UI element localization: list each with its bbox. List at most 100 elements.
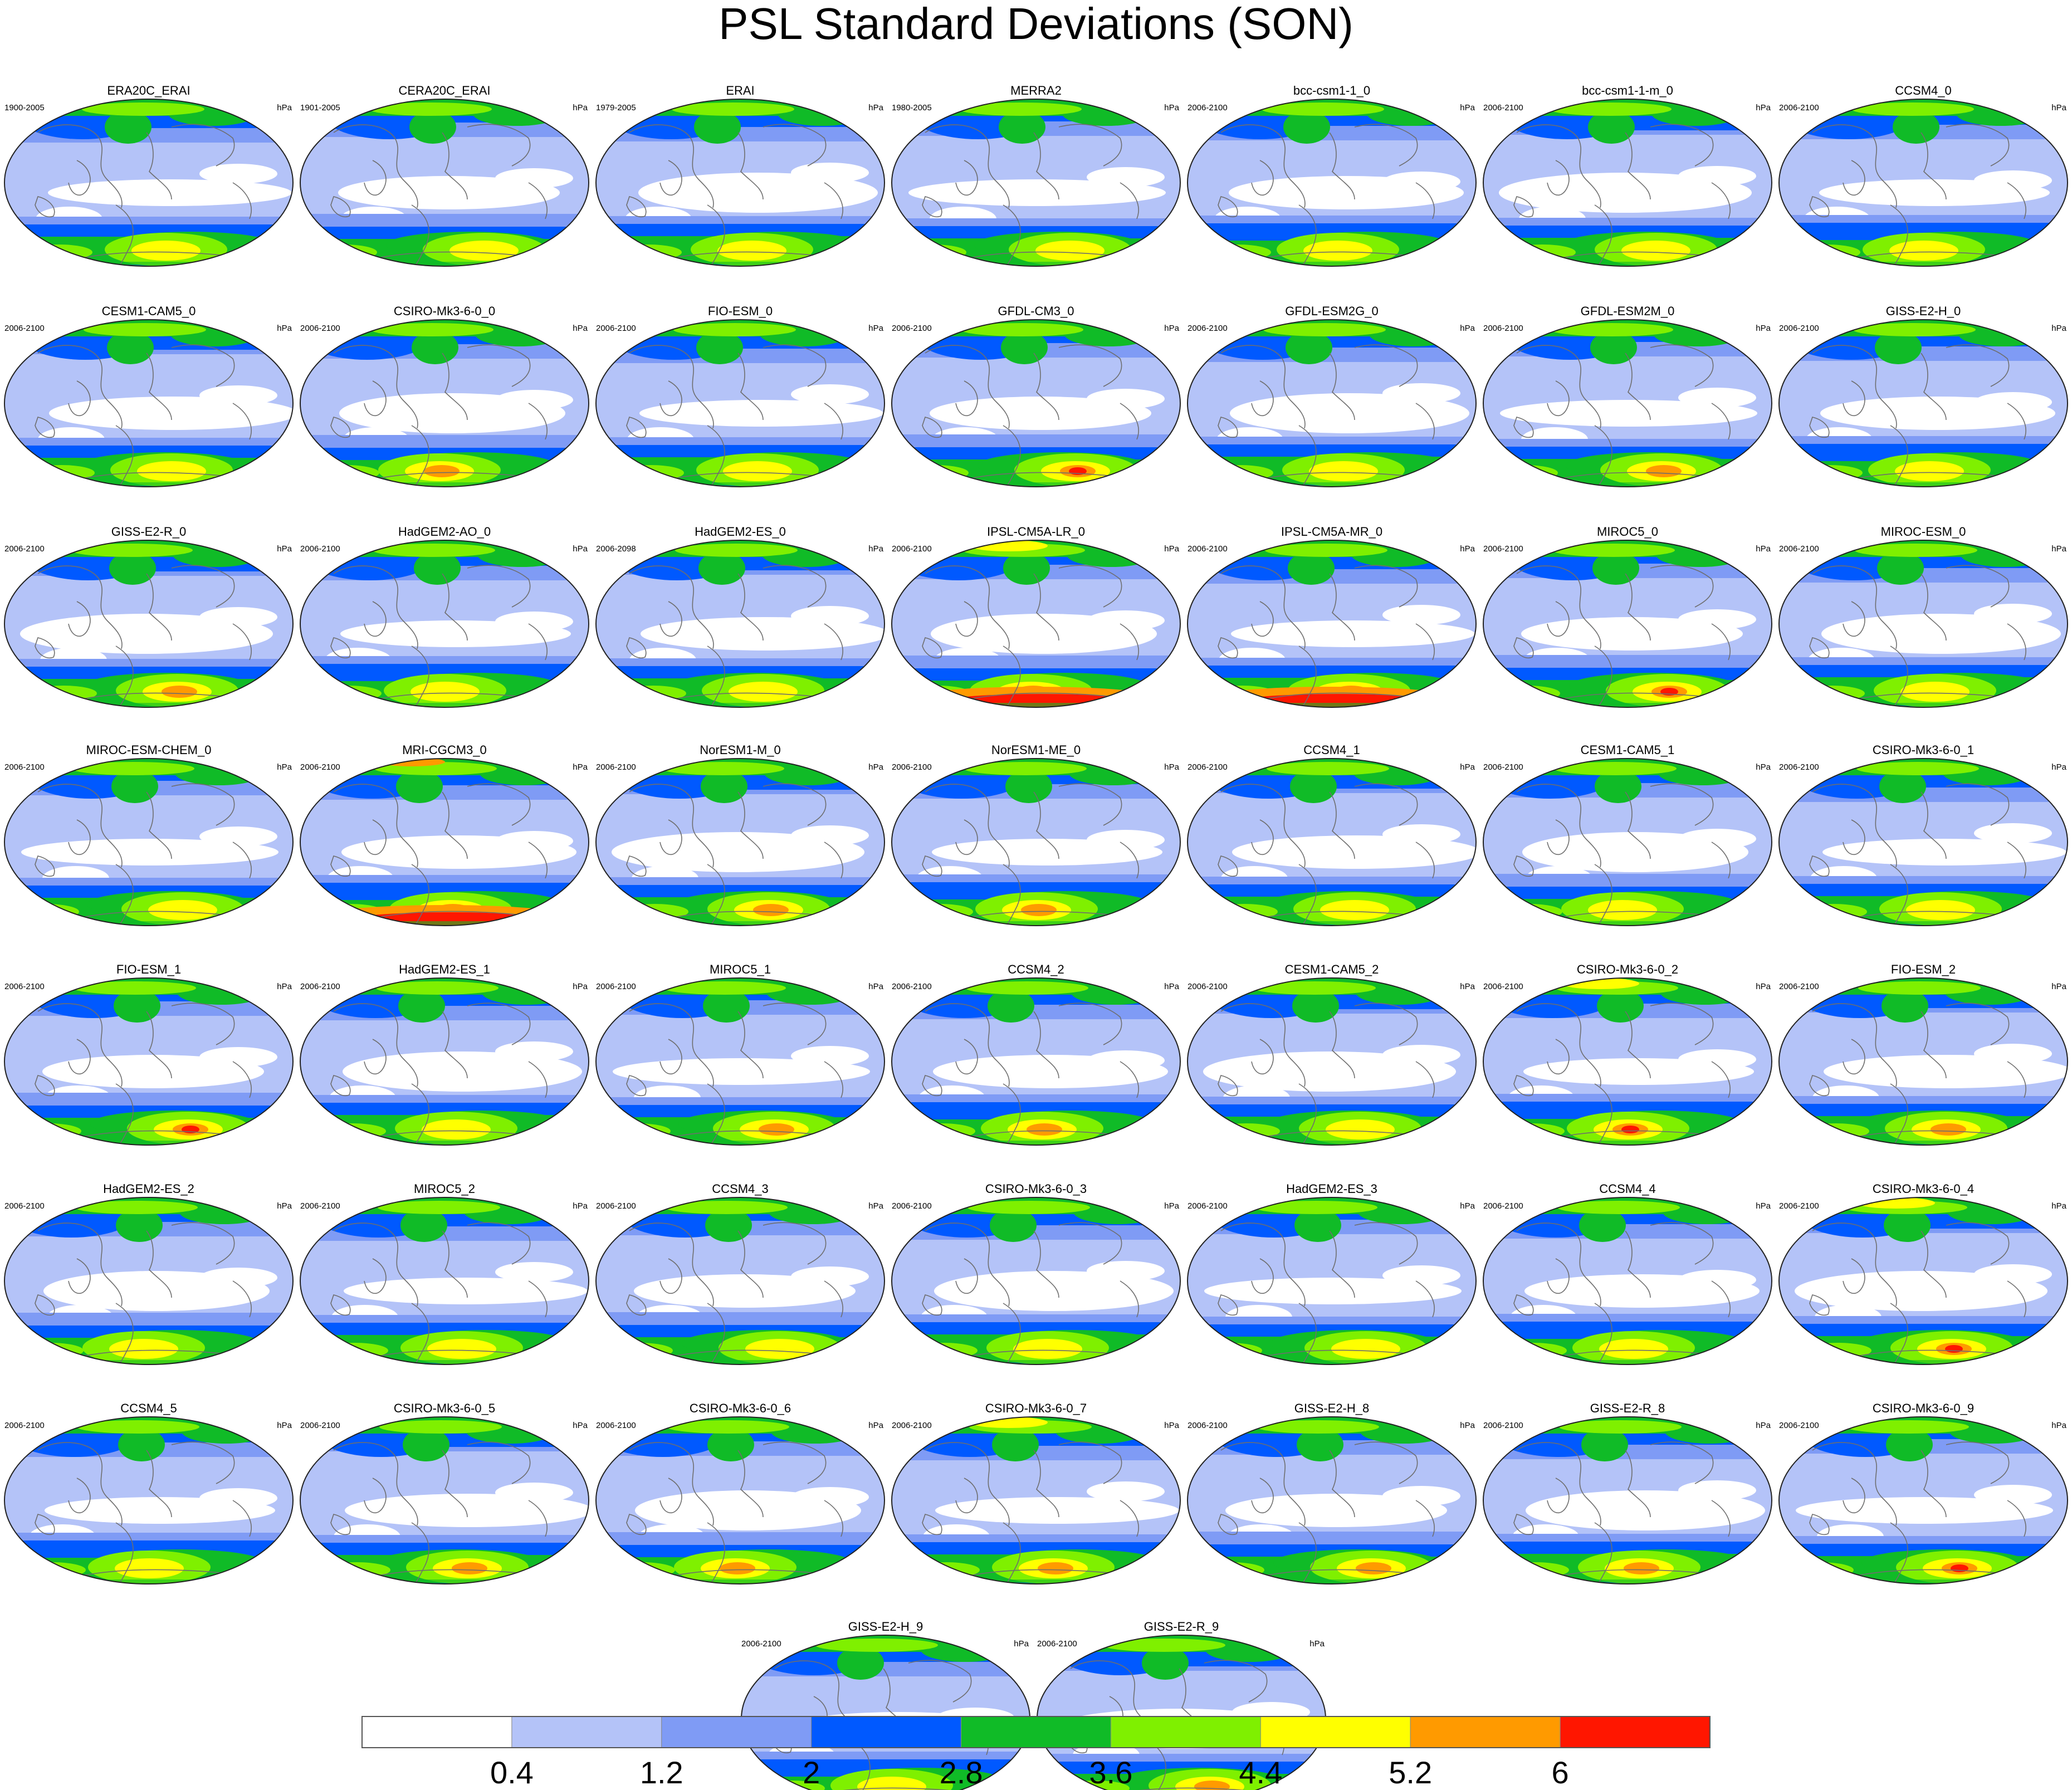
coast-americas (1220, 345, 1306, 429)
field-low (343, 1051, 582, 1092)
map-outline (300, 99, 589, 267)
map-outline (1778, 1416, 2068, 1584)
field-south (14, 1123, 81, 1139)
coastlines (1513, 1222, 1731, 1364)
coast-eurasia (1650, 783, 1714, 826)
panel-title: CESM1-CAM5_1 (1581, 743, 1675, 757)
coast-australia (330, 855, 351, 877)
field-north (1286, 331, 1332, 364)
panel-period: 1900-2005 (4, 103, 45, 113)
coast-africa (1033, 1011, 1059, 1079)
map-panel: MERRA2 1980-2005 hPa (891, 84, 1181, 267)
field-band (1188, 482, 1476, 487)
panel-units: hPa (2051, 103, 2066, 113)
map-outline (595, 99, 885, 267)
coast-australia (1809, 637, 1830, 658)
coast-americas (629, 1222, 714, 1307)
coast-maritime (1251, 380, 1274, 417)
field-low (1678, 166, 1756, 186)
coast-americas-east (824, 1280, 843, 1318)
coast-maritime (68, 1039, 91, 1075)
coast-africa (1920, 573, 1947, 641)
coast-south-america (1594, 864, 1612, 926)
coast-australia (1218, 1075, 1238, 1096)
map-field (4, 978, 293, 1145)
map-outline (595, 319, 885, 487)
coastlines (1809, 783, 2026, 926)
coast-americas (925, 784, 1010, 868)
field-north (1005, 770, 1052, 803)
field-low (1974, 823, 2052, 843)
coast-africa (1625, 573, 1651, 641)
coast-americas-east (824, 182, 843, 219)
field-band (4, 1360, 293, 1364)
coast-south-america (1594, 1303, 1612, 1364)
coast-americas-east (528, 1500, 548, 1537)
panel-units: hPa (1309, 1639, 1325, 1649)
map-outline (300, 758, 589, 926)
panel-period: 2006-2100 (4, 544, 45, 554)
colorbar-tick-label: 2.8 (940, 1755, 983, 1790)
panel-units: hPa (573, 544, 588, 554)
coast-americas (1516, 1222, 1601, 1307)
coast-americas-east (2007, 623, 2026, 661)
coast-africa (442, 791, 468, 859)
coast-australia (35, 637, 55, 658)
coastlines (1218, 565, 1435, 707)
coast-americas-east (824, 1061, 843, 1098)
coast-eurasia (1650, 1222, 1714, 1265)
coast-americas (333, 124, 418, 208)
coast-americas-east (232, 1061, 252, 1098)
panel-title: HadGEM2-ES_0 (695, 525, 786, 539)
coast-south-america (411, 204, 429, 266)
field-max (1621, 1126, 1639, 1133)
field-low (1974, 170, 2052, 190)
field-low (1087, 1481, 1165, 1502)
map-outline (1187, 977, 1477, 1146)
field-north (1262, 102, 1384, 116)
field-north (1884, 1209, 1931, 1242)
coast-antarctica (819, 1787, 981, 1790)
coast-maritime (1843, 601, 1865, 637)
panel-title: bcc-csm1-1_0 (1293, 84, 1370, 97)
field-north (766, 980, 856, 1005)
coast-maritime (1843, 1478, 1865, 1514)
field-north (182, 1419, 271, 1444)
panel-title: MIROC-ESM-CHEM_0 (86, 743, 212, 757)
field-band (4, 262, 293, 266)
coast-australia (330, 417, 351, 438)
coast-south-america (1298, 864, 1317, 926)
panel-title: CSIRO-Mk3-6-0_4 (1873, 1182, 1974, 1196)
coast-americas-east (1415, 1061, 1435, 1098)
field-max (1326, 1119, 1395, 1139)
coast-americas-east (528, 182, 548, 219)
colorbar-bin (1110, 1716, 1261, 1748)
field-north (84, 323, 206, 336)
coast-eurasia (1354, 124, 1418, 167)
map-outline (891, 758, 1181, 926)
coast-americas (925, 1222, 1010, 1307)
field-north (966, 981, 1088, 995)
colorbar-tick-label: 6 (1552, 1755, 1569, 1790)
field-south (17, 1343, 84, 1358)
coast-eurasia (467, 344, 531, 387)
coast-maritime (1843, 380, 1865, 417)
coast-australia (922, 1294, 942, 1315)
map-panel: CSIRO-Mk3-6-0_9 2006-2100 hPa (1778, 1401, 2068, 1584)
coast-eurasia (1058, 1222, 1122, 1265)
field-max (745, 1339, 814, 1359)
panel-period: 2006-2100 (1779, 324, 1819, 333)
coast-south-america (115, 1303, 134, 1364)
panel-units: hPa (573, 1201, 588, 1211)
field-north (1875, 331, 1922, 364)
coast-south-america (115, 425, 134, 487)
panel-period: 2006-2100 (1188, 1201, 1228, 1211)
coast-australia (330, 1075, 351, 1096)
panel-units: hPa (2051, 982, 2066, 991)
map-panel: CSIRO-Mk3-6-0_0 2006-2100 hPa (300, 304, 589, 487)
field-north (1263, 323, 1386, 336)
coast-maritime (955, 601, 978, 637)
map-field (596, 320, 884, 487)
coast-south-america (707, 1083, 725, 1145)
coast-americas (629, 345, 714, 429)
